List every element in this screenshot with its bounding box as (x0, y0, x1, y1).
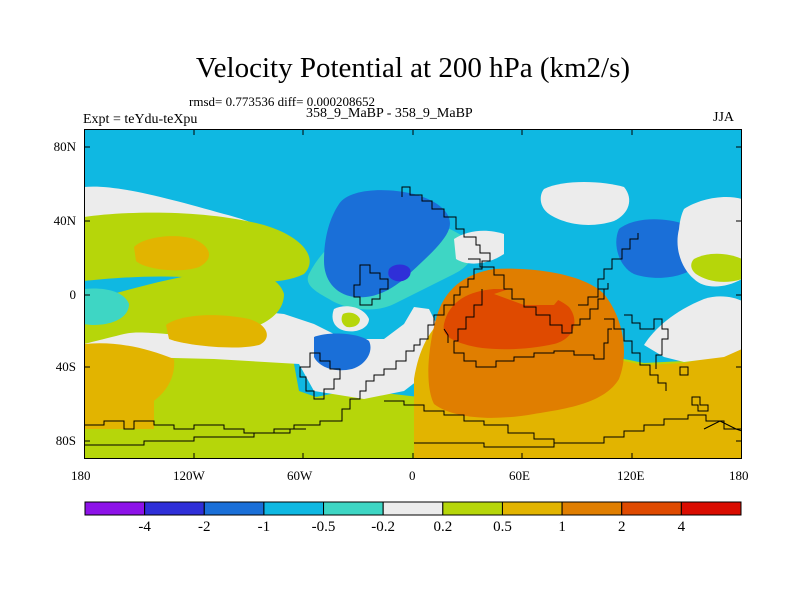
colorbar-swatch (382, 501, 444, 516)
x-tick-label: 0 (409, 468, 416, 483)
y-tick-label: 0 (69, 287, 77, 302)
colorbar-label: 0.5 (493, 519, 512, 535)
field-region-blue-center (324, 190, 450, 298)
y-tick-label: 40N (53, 213, 76, 228)
colorbar-label: 2 (617, 519, 626, 535)
x-tick-label: 60W (287, 468, 313, 483)
colorbar-swatch (203, 501, 265, 516)
field-region-orange-nw (134, 236, 210, 271)
colorbar-swatch (323, 501, 384, 516)
field-region-orange-n-africa (494, 287, 559, 305)
x-tick-label: 120W (173, 468, 205, 483)
colorbar-label: -4 (138, 519, 151, 535)
colorbar-label: 1 (558, 519, 566, 535)
field-region-gray-arabia (454, 230, 504, 264)
field-region-gray-se (644, 296, 742, 362)
map-panel (84, 129, 743, 459)
colorbar-swatch (561, 501, 623, 516)
coastlines (84, 186, 743, 448)
x-tick-label: 180 (71, 468, 91, 483)
colorbar-swatch (442, 501, 503, 516)
colorbar-swatch (680, 501, 742, 516)
season-label: JJA (713, 110, 735, 125)
field-region-lime-ring (341, 312, 360, 328)
experiment-label: Expt = teYdu-teXpu (83, 112, 198, 127)
x-tick-label: 180 (729, 468, 749, 483)
colorbar-label: 4 (677, 519, 686, 535)
y-tick-label: 80S (55, 433, 76, 448)
colorbar-label: -1 (257, 519, 271, 535)
y-tick-label: 40S (55, 359, 76, 374)
colorbar-swatch (501, 501, 563, 516)
field-region-teal-west (84, 288, 129, 325)
colorbar-label: -0.5 (311, 519, 336, 535)
colorbar-swatch (144, 501, 205, 516)
x-tick-label: 60E (509, 468, 530, 483)
colorbar-swatch (84, 501, 146, 516)
field-band-south (84, 344, 414, 459)
field-region-lime-east (691, 253, 742, 282)
x-tick-label: 120E (617, 468, 645, 483)
colorbar-label: -0.2 (371, 519, 396, 535)
field-region-orange-sw (166, 315, 267, 348)
colorbar-label: 0.2 (433, 519, 453, 535)
field-region-darkblue-min (388, 264, 411, 282)
case-label: 358_9_MaBP - 358_9_MaBP (306, 106, 473, 121)
colorbar (84, 501, 742, 516)
colorbar-swatch (621, 501, 682, 516)
colorbar-label: -2 (198, 519, 211, 535)
velocity-potential-map (84, 129, 743, 459)
rmsd-diff-stats: rmsd= 0.773536 diff= 0.000208652 (189, 94, 375, 109)
plot-title: Velocity Potential at 200 hPa (km2/s) (195, 52, 631, 84)
y-tick-label: 80N (53, 139, 76, 154)
colorbar-swatch (263, 501, 325, 516)
map-ticks (84, 129, 742, 459)
field-region-gray-ne (540, 182, 630, 225)
field-region-orange-south-lower (84, 379, 154, 429)
